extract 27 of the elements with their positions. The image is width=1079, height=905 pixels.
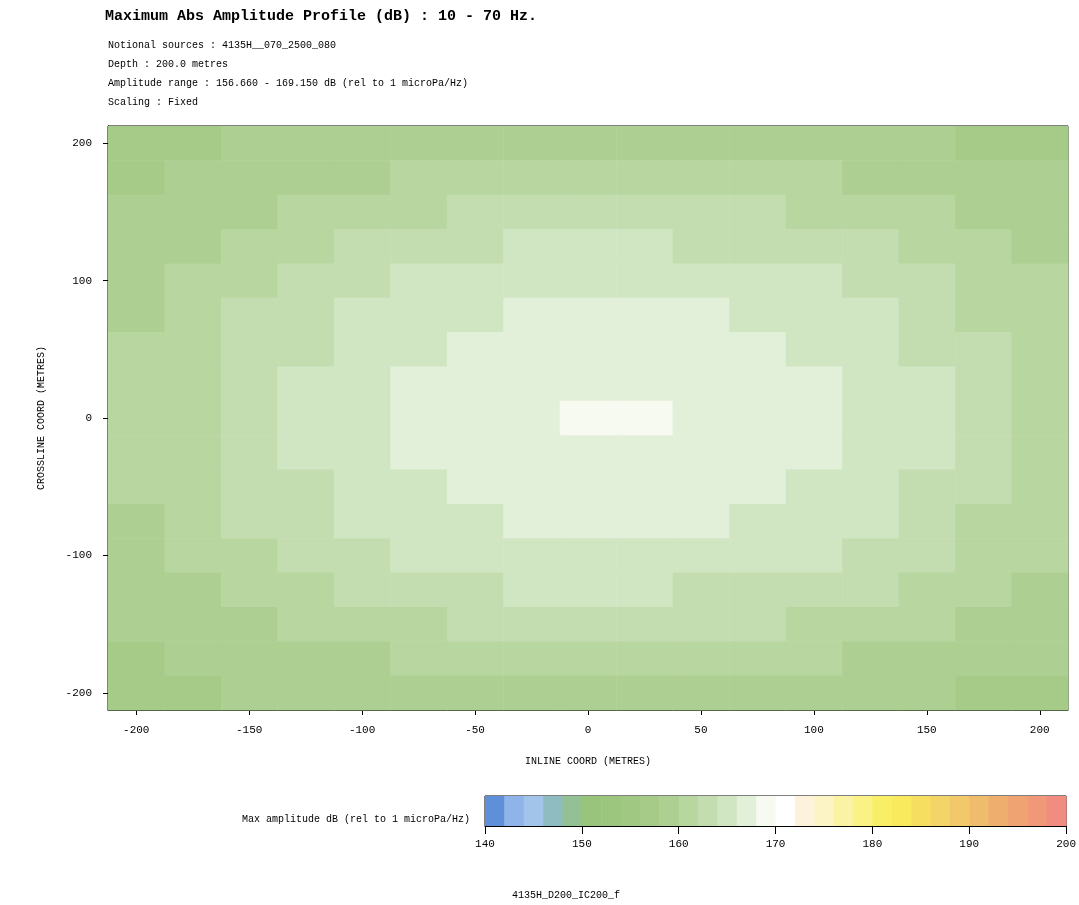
x-tick-label: -150 bbox=[235, 723, 263, 736]
x-tick-label: -50 bbox=[465, 723, 485, 736]
color-bar-label: 160 bbox=[668, 837, 689, 850]
x-tick-label: -100 bbox=[348, 723, 376, 736]
text: 4135H_D200_IC200_f bbox=[512, 889, 621, 901]
color-bar-label: 190 bbox=[959, 837, 980, 850]
y-tick-label: 100 bbox=[72, 274, 92, 287]
y-tick-label: -200 bbox=[65, 686, 92, 699]
x-tick-label: 50 bbox=[694, 723, 708, 736]
chart-subtitle: Notional sources : 4135H__070_2500_080 Depth : 200.0 metres Amplitude range : 156.660 - 169.150 dB (rel to 1 microPa/Hz) Scaling : Fixed bbox=[108, 40, 469, 108]
y-tick-label: 0 bbox=[85, 412, 92, 424]
color-bar-label: 200 bbox=[1056, 837, 1076, 850]
x-tick-label: 100 bbox=[803, 723, 824, 736]
color-bar-label: 180 bbox=[862, 837, 883, 850]
color-bar-label: 150 bbox=[571, 837, 592, 850]
x-tick-label: 150 bbox=[916, 723, 937, 736]
y-tick-label: -100 bbox=[65, 549, 92, 562]
color-bar-title: Max amplitude dB (rel to 1 microPa/Hz) bbox=[241, 813, 471, 825]
x-tick-label: 200 bbox=[1029, 723, 1050, 736]
x-tick-label: 0 bbox=[584, 723, 592, 736]
x-tick-label: -200 bbox=[123, 723, 150, 736]
color-bar-label: 140 bbox=[475, 837, 495, 850]
chart-title: Maximum Abs Amplitude Profile (dB) : 10 - 70 Hz. bbox=[105, 8, 538, 25]
x-axis-title: INLINE COORD (METRES) bbox=[524, 755, 652, 767]
y-tick-label: 200 bbox=[72, 137, 92, 150]
y-axis-title: CROSSLINE COORD (METRES) bbox=[35, 345, 47, 491]
color-bar-label: 170 bbox=[765, 837, 786, 850]
